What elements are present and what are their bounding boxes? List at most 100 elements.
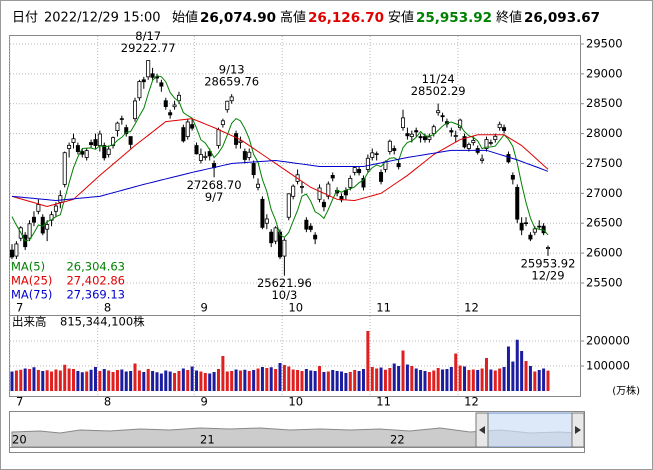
volume-bar	[181, 368, 185, 391]
volume-title-value: 815,344,100株	[60, 315, 145, 329]
y-tick-label: 27000	[586, 186, 623, 200]
header-label: 始値	[172, 10, 198, 26]
candle-body	[31, 216, 36, 223]
volume-bar	[537, 370, 541, 391]
volume-bar	[50, 371, 54, 391]
candle-body	[229, 96, 234, 102]
volume-bar	[208, 373, 212, 391]
candle-body	[480, 158, 485, 161]
candle-body	[75, 145, 80, 152]
candle-body	[84, 150, 89, 158]
volume-bar	[370, 367, 374, 391]
volume-bar	[93, 367, 97, 391]
volume-bar	[199, 371, 203, 391]
volume-bar	[498, 368, 502, 391]
y-tick-label: 28500	[586, 96, 623, 110]
candle-body	[273, 227, 278, 242]
volume-bar	[401, 350, 405, 391]
candle-body	[176, 94, 181, 102]
candle-body	[537, 225, 542, 228]
volume-bar	[133, 363, 137, 391]
header-label: 安値	[388, 10, 414, 26]
candles	[9, 60, 551, 276]
y-tick-label: 29000	[586, 66, 623, 80]
candle-body	[282, 239, 287, 257]
annotation-price: 27268.70	[187, 178, 242, 192]
x-tick-label: 9	[201, 395, 208, 409]
annotation-date: 9/13	[219, 63, 245, 77]
volume-bar	[326, 371, 330, 391]
volume-bar	[89, 369, 93, 391]
annotation-price: 28659.76	[204, 75, 259, 89]
volume-bar	[19, 369, 23, 391]
header-label: 終値	[496, 10, 522, 26]
candle-body	[159, 82, 164, 87]
volume-bar	[392, 363, 396, 391]
candle-body	[453, 135, 458, 137]
volume-bar	[436, 368, 440, 391]
volume-bar	[282, 365, 286, 391]
volume-bar	[36, 370, 40, 391]
candle-body	[216, 129, 221, 146]
candle-body	[251, 163, 256, 176]
candle-body	[67, 144, 72, 149]
x-tick-label: 7	[16, 395, 23, 409]
volume-bar	[120, 369, 124, 391]
candle-body	[36, 204, 41, 212]
volume-bar	[28, 369, 32, 391]
legend-box	[10, 259, 127, 301]
volume-bar	[10, 371, 14, 391]
candle-body	[198, 154, 203, 161]
candle-body	[418, 136, 423, 139]
volume-bar	[353, 370, 357, 391]
volume-bar	[111, 372, 115, 391]
candle-body	[313, 234, 318, 240]
header-value: 26,074.90	[200, 10, 276, 26]
candle-body	[163, 100, 168, 107]
annotation-price: 25621.96	[257, 276, 312, 290]
annotation-price: 25953.92	[521, 256, 576, 270]
candle-body	[348, 178, 353, 188]
volume-bar	[467, 370, 471, 391]
volume-bar	[361, 369, 365, 391]
volume-bar	[300, 371, 304, 391]
ma-line	[11, 75, 549, 242]
volume-bar	[107, 370, 111, 391]
volume-bar	[296, 370, 300, 391]
volume-bar	[155, 372, 159, 391]
candle-body	[352, 167, 357, 173]
candle-body	[458, 119, 463, 129]
volume-bar	[54, 369, 58, 391]
candle-body	[111, 137, 116, 146]
volume-bar	[419, 370, 423, 391]
volume-bar	[414, 368, 418, 391]
candle-body	[71, 138, 76, 143]
candle-body	[357, 169, 362, 174]
volume-bar	[265, 368, 269, 391]
candle-body	[370, 152, 375, 158]
volume-bar	[511, 361, 515, 391]
volume-bar	[32, 367, 36, 391]
volume-bar	[278, 363, 282, 391]
annotation-price: 29222.77	[121, 41, 176, 55]
candle-body	[207, 151, 212, 157]
volume-unit: (万株)	[612, 384, 640, 397]
annotation-date: 9/7	[205, 190, 224, 204]
volume-bar	[76, 371, 80, 391]
candle-body	[234, 133, 239, 145]
header-date: 2022/12/29 15:00	[44, 11, 161, 26]
x-tick-label: 8	[104, 395, 111, 409]
navigator-range[interactable]	[487, 412, 573, 448]
volume-bar	[340, 371, 344, 391]
candle-body	[506, 154, 511, 163]
candle-body	[106, 148, 111, 155]
candle-body	[484, 139, 489, 149]
candle-body	[9, 249, 14, 258]
annotation-date: 11/24	[422, 72, 455, 86]
volume-bar	[67, 368, 71, 391]
volume-bar	[177, 371, 181, 391]
candle-body	[515, 186, 520, 220]
header-value: 25,953.92	[416, 10, 492, 26]
